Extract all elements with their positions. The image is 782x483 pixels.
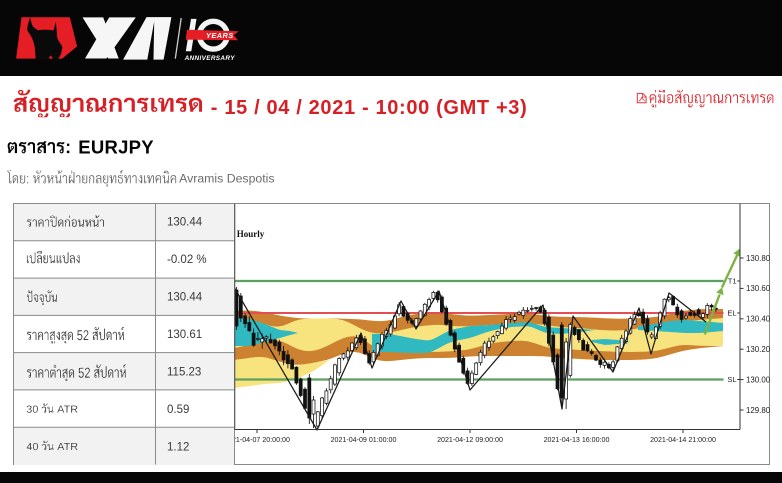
svg-text:-0.02 %: -0.02 % (167, 254, 207, 266)
svg-text:130.61: 130.61 (167, 329, 202, 341)
svg-text:130.60: 130.60 (746, 284, 771, 293)
svg-text:2021-04-12 09:00:00: 2021-04-12 09:00:00 (437, 436, 503, 444)
svg-text:SL: SL (727, 375, 736, 384)
svg-text:Avramis Despotis: Avramis Despotis (179, 172, 274, 186)
svg-text:2021-04-07 20:00:00: 2021-04-07 20:00:00 (224, 436, 290, 444)
svg-text:2021-04-13 16:00:00: 2021-04-13 16:00:00 (544, 436, 610, 444)
svg-text:129.80: 129.80 (746, 406, 771, 415)
svg-text:1.12: 1.12 (167, 441, 189, 453)
svg-text:130.20: 130.20 (746, 345, 771, 354)
svg-text:YEARS: YEARS (206, 31, 234, 40)
svg-text:EL: EL (727, 309, 736, 318)
svg-text:130.00: 130.00 (746, 375, 771, 384)
svg-text:130.40: 130.40 (746, 315, 771, 324)
svg-text:EURJPY: EURJPY (78, 137, 154, 158)
svg-text:115.23: 115.23 (167, 366, 201, 378)
svg-text:0.59: 0.59 (167, 404, 189, 416)
svg-text:130.44: 130.44 (167, 217, 203, 229)
svg-text:130.44: 130.44 (167, 292, 203, 304)
svg-text:2021-04-09 01:00:00: 2021-04-09 01:00:00 (331, 436, 397, 444)
svg-text:Hourly: Hourly (237, 229, 265, 239)
svg-text:2021-04-14 21:00:00: 2021-04-14 21:00:00 (650, 436, 716, 444)
svg-text:130.80: 130.80 (746, 254, 771, 263)
svg-text:T1: T1 (728, 277, 737, 286)
svg-text:- 15 / 04 / 2021 - 10:00 (GMT: - 15 / 04 / 2021 - 10:00 (GMT +3) (211, 97, 528, 119)
svg-text:ANNIVERSARY: ANNIVERSARY (184, 55, 236, 62)
